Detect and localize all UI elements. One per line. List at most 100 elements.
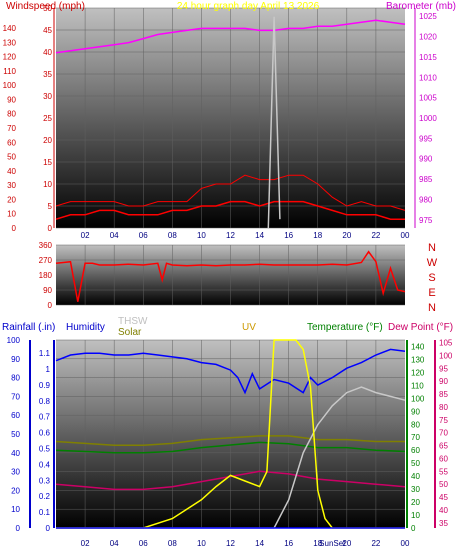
weather-x-tick-04: 04 xyxy=(110,539,119,548)
dew-tick-85: 85 xyxy=(439,390,448,399)
wind-kmh-tick-80: 80 xyxy=(7,110,16,119)
dew-tick-95: 95 xyxy=(439,364,448,373)
temp-tick-0: 0 xyxy=(411,524,416,533)
wind-mph-tick-50: 50 xyxy=(43,4,52,13)
humidity-tick-70: 70 xyxy=(11,392,20,401)
wind-mph-tick-25: 25 xyxy=(43,114,52,123)
rain-tick-0.4: 0.4 xyxy=(39,460,51,469)
baro-tick-985: 985 xyxy=(419,175,433,184)
dir-tick-0: 0 xyxy=(48,301,53,310)
humidity-label: Humidity xyxy=(66,322,105,333)
rain-tick-0.9: 0.9 xyxy=(39,381,51,390)
compass-E-3: E xyxy=(428,287,435,299)
dew-tick-35: 35 xyxy=(439,519,448,528)
compass-W-1: W xyxy=(427,257,438,269)
rain-tick-1.1: 1.1 xyxy=(39,349,51,358)
baro-tick-980: 980 xyxy=(419,195,433,204)
humidity-tick-20: 20 xyxy=(11,486,20,495)
temp-tick-100: 100 xyxy=(411,394,425,403)
wind-kmh-tick-40: 40 xyxy=(7,167,16,176)
dew-tick-70: 70 xyxy=(439,429,448,438)
dew-tick-60: 60 xyxy=(439,454,448,463)
humidity-tick-90: 90 xyxy=(11,355,20,364)
wind-mph-tick-20: 20 xyxy=(43,136,52,145)
weather-x-tick-16: 16 xyxy=(284,539,293,548)
humidity-tick-80: 80 xyxy=(11,374,20,383)
temp-tick-50: 50 xyxy=(411,459,420,468)
dew-tick-90: 90 xyxy=(439,377,448,386)
wind-mph-tick-30: 30 xyxy=(43,92,52,101)
wind-x-tick-14: 14 xyxy=(255,231,264,240)
solar-label: Solar xyxy=(118,327,142,338)
weather-x-tick-02: 02 xyxy=(81,539,90,548)
dir-tick-180: 180 xyxy=(39,271,53,280)
dir-tick-90: 90 xyxy=(43,286,52,295)
weather-x-tick-08: 08 xyxy=(168,539,177,548)
baro-tick-995: 995 xyxy=(419,134,433,143)
dew-tick-80: 80 xyxy=(439,403,448,412)
wind-kmh-tick-0: 0 xyxy=(12,224,17,233)
baro-tick-1000: 1000 xyxy=(419,114,437,123)
temp-tick-80: 80 xyxy=(411,420,420,429)
humidity-tick-40: 40 xyxy=(11,449,20,458)
wind-x-tick-16: 16 xyxy=(284,231,293,240)
dir-tick-270: 270 xyxy=(39,256,53,265)
wind-x-tick-20: 20 xyxy=(342,231,351,240)
temperature-label: Temperature (°F) xyxy=(307,322,383,333)
baro-tick-1005: 1005 xyxy=(419,94,437,103)
wind-x-tick-18: 18 xyxy=(313,231,322,240)
wind-kmh-tick-90: 90 xyxy=(7,95,16,104)
weather-x-tick-10: 10 xyxy=(197,539,206,548)
weather-x-tick-12: 12 xyxy=(226,539,235,548)
sunset-annotation: SunSet xyxy=(319,539,346,548)
rain-tick-0.3: 0.3 xyxy=(39,476,51,485)
baro-axis-label: Barometer (mb) xyxy=(386,1,456,12)
weather-x-tick-18: 18 xyxy=(313,539,322,548)
baro-tick-1025: 1025 xyxy=(419,12,437,21)
dew-tick-45: 45 xyxy=(439,493,448,502)
baro-tick-1010: 1010 xyxy=(419,73,437,82)
humidity-tick-50: 50 xyxy=(11,430,20,439)
wind-kmh-tick-20: 20 xyxy=(7,195,16,204)
wind-x-tick-12: 12 xyxy=(226,231,235,240)
dew-tick-75: 75 xyxy=(439,416,448,425)
wind-x-tick-22: 22 xyxy=(371,231,380,240)
rain-tick-0.2: 0.2 xyxy=(39,492,51,501)
wind-x-tick-02: 02 xyxy=(81,231,90,240)
rain-tick-0.8: 0.8 xyxy=(39,397,51,406)
spike-line xyxy=(267,16,281,229)
wind-mph-tick-0: 0 xyxy=(48,224,53,233)
wind-kmh-tick-60: 60 xyxy=(7,138,16,147)
wind-direction-line xyxy=(55,250,406,302)
rain-tick-0.7: 0.7 xyxy=(39,413,51,422)
dew-tick-55: 55 xyxy=(439,467,448,476)
temp-tick-60: 60 xyxy=(411,446,420,455)
humidity-tick-0: 0 xyxy=(16,524,21,533)
temp-tick-130: 130 xyxy=(411,355,425,364)
uv-line xyxy=(56,339,405,529)
rain-tick-0.1: 0.1 xyxy=(39,508,51,517)
baro-tick-1020: 1020 xyxy=(419,33,437,42)
wind-mph-tick-40: 40 xyxy=(43,48,52,57)
compass-N-0: N xyxy=(428,242,436,254)
wind-kmh-tick-110: 110 xyxy=(3,67,16,76)
temp-tick-90: 90 xyxy=(411,407,420,416)
wind-kmh-tick-100: 100 xyxy=(3,81,17,90)
weather-x-tick-14: 14 xyxy=(255,539,264,548)
wind-x-tick-06: 06 xyxy=(139,231,148,240)
baro-tick-1015: 1015 xyxy=(419,53,437,62)
rain-label: Rainfall (.in) xyxy=(2,322,55,333)
humidity-tick-30: 30 xyxy=(11,468,20,477)
dew-point-label: Dew Point (°F) xyxy=(388,322,453,333)
gust-line xyxy=(55,174,406,211)
compass-S-2: S xyxy=(428,272,435,284)
baro-tick-990: 990 xyxy=(419,155,433,164)
wind-mph-tick-10: 10 xyxy=(43,180,52,189)
wind-x-tick-00: 00 xyxy=(401,231,410,240)
barometer-line xyxy=(55,19,406,54)
wind-mph-tick-5: 5 xyxy=(48,202,53,211)
dew-point-line xyxy=(55,470,406,491)
humidity-line xyxy=(55,348,406,395)
